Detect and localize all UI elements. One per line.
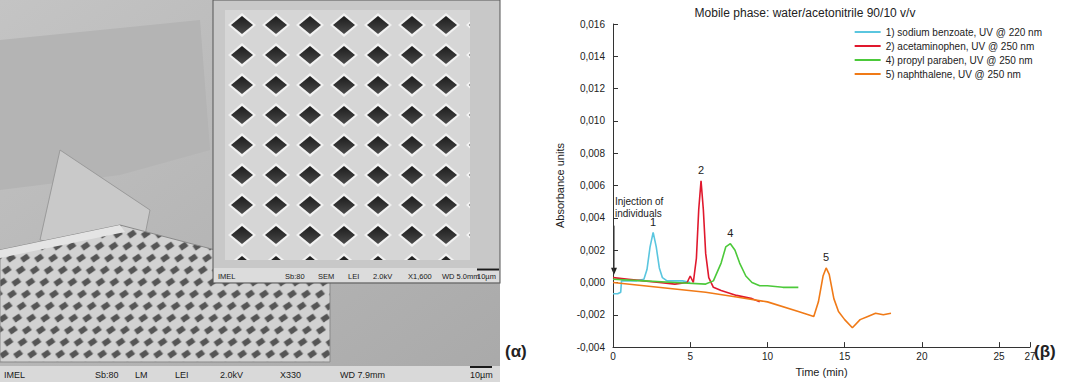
svg-text:5) naphthalene, UV @ 250 nm: 5) naphthalene, UV @ 250 nm: [886, 69, 1021, 80]
html-text:(β): (β): [1034, 342, 1056, 361]
svg-text:10µm: 10µm: [470, 370, 493, 380]
svg-text:10µm: 10µm: [477, 272, 496, 281]
svg-text:-0,004: -0,004: [577, 342, 606, 353]
svg-text:27: 27: [1024, 350, 1036, 362]
svg-text:0,010: 0,010: [580, 115, 605, 126]
svg-text:2: 2: [698, 164, 704, 176]
svg-text:5: 5: [823, 251, 829, 263]
svg-text:individuals: individuals: [615, 208, 662, 220]
html-text:(α): (α): [505, 342, 527, 361]
svg-text:X330: X330: [280, 370, 301, 380]
svg-text:0,002: 0,002: [580, 245, 605, 256]
svg-text:-0,002: -0,002: [577, 309, 606, 320]
svg-text:2.0kV: 2.0kV: [373, 272, 392, 281]
svg-text:1) sodium benzoate, UV @ 220 n: 1) sodium benzoate, UV @ 220 nm: [886, 27, 1042, 38]
svg-text:25: 25: [994, 351, 1006, 362]
svg-text:0,006: 0,006: [580, 180, 605, 191]
svg-text:WD 7.9mm: WD 7.9mm: [340, 370, 385, 380]
svg-text:IMEL: IMEL: [218, 272, 236, 281]
svg-text:LM: LM: [135, 370, 148, 380]
svg-text:IMEL: IMEL: [4, 370, 25, 380]
svg-text:SEM: SEM: [318, 272, 334, 281]
svg-text:LEI: LEI: [348, 272, 359, 281]
svg-text:0,000: 0,000: [580, 277, 605, 288]
svg-text:LEI: LEI: [175, 370, 189, 380]
svg-text:1: 1: [650, 216, 656, 228]
svg-text:0,012: 0,012: [580, 83, 605, 94]
svg-text:0,004: 0,004: [580, 212, 605, 223]
svg-text:WD 5.0mm: WD 5.0mm: [442, 272, 480, 281]
svg-text:20: 20: [916, 351, 928, 362]
svg-text:4) propyl paraben, UV @ 250 nm: 4) propyl paraben, UV @ 250 nm: [886, 55, 1033, 66]
svg-text:Time (min): Time (min): [795, 366, 847, 378]
svg-text:2.0kV: 2.0kV: [220, 370, 243, 380]
svg-text:Absorbance units: Absorbance units: [554, 143, 566, 228]
svg-text:X1,600: X1,600: [408, 272, 432, 281]
svg-text:Sb:80: Sb:80: [285, 272, 305, 281]
svg-text:Sb:80: Sb:80: [95, 370, 119, 380]
svg-text:4: 4: [727, 227, 733, 239]
svg-text:15: 15: [839, 351, 851, 362]
svg-text:5: 5: [687, 351, 693, 362]
svg-text:2) acetaminophen, UV @ 250 nm: 2) acetaminophen, UV @ 250 nm: [886, 41, 1035, 52]
svg-text:0,016: 0,016: [580, 19, 605, 30]
svg-text:0,008: 0,008: [580, 148, 605, 159]
svg-text:Injection of: Injection of: [615, 196, 664, 207]
svg-text:Mobile phase: water/acetonitri: Mobile phase: water/acetonitrile 90/10 v…: [695, 6, 916, 20]
svg-text:0: 0: [610, 351, 616, 362]
svg-text:0,014: 0,014: [580, 51, 605, 62]
svg-text:10: 10: [762, 351, 774, 362]
